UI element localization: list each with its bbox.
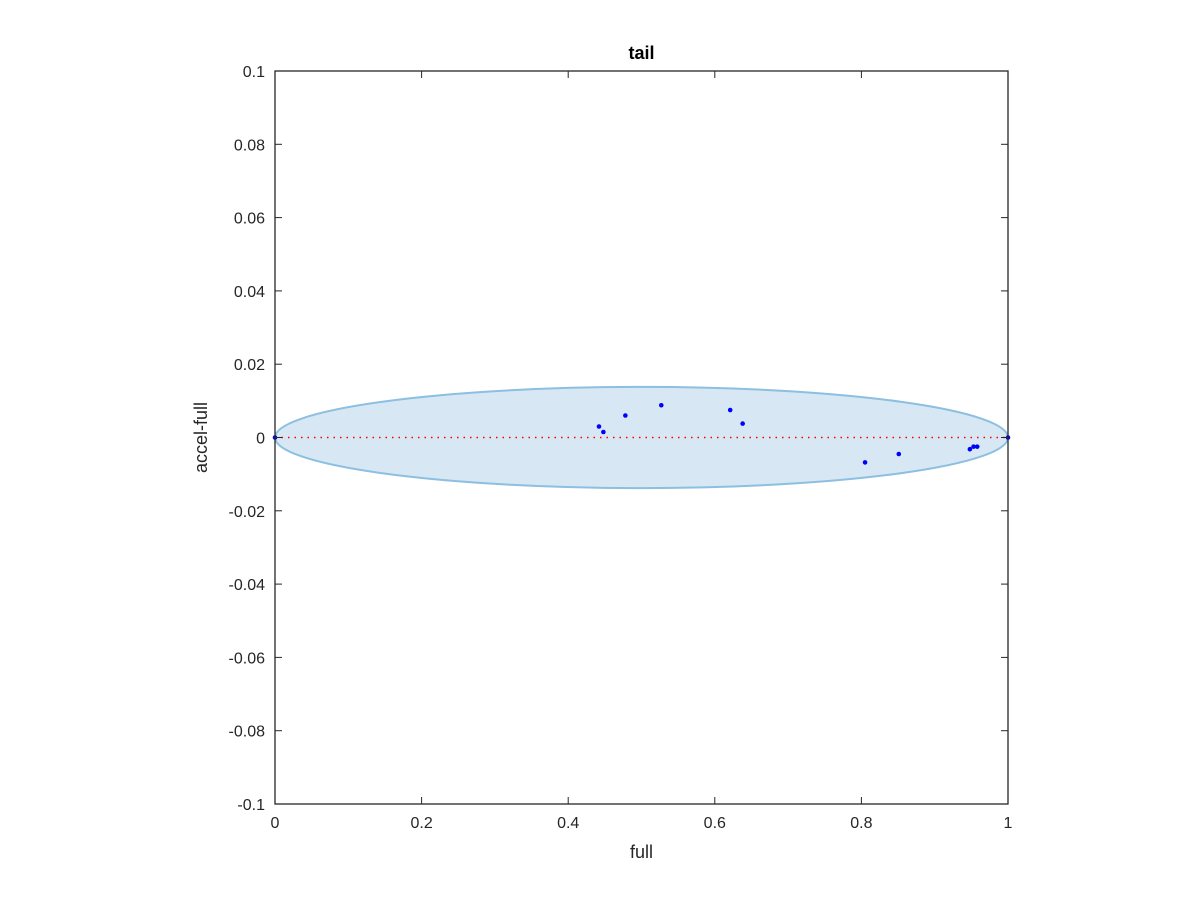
- y-tick-label: 0.02: [234, 357, 265, 374]
- data-point: [967, 446, 973, 452]
- y-tick-label: 0.06: [234, 211, 265, 228]
- chart-title: tail: [628, 43, 654, 63]
- y-tick-label: -0.04: [229, 577, 266, 594]
- data-point: [974, 444, 980, 449]
- x-tick-label: 0.4: [557, 815, 579, 832]
- y-tick-label: -0.06: [229, 650, 266, 667]
- y-axis-ticks: 0.1 0.08 0.06 0.04 0.02 0 -0.02 -0.04 -0.06 -0.08…: [229, 64, 1008, 814]
- y-tick-label: 0.04: [234, 284, 265, 301]
- x-axis-ticks: 0 0.2 0.4 0.6 0.8 1: [271, 71, 1013, 832]
- x-tick-label: 1: [1004, 815, 1013, 832]
- y-tick-label: -0.1: [237, 797, 265, 814]
- data-point: [596, 424, 602, 429]
- y-tick-label: 0.1: [243, 64, 265, 81]
- data-point: [862, 460, 868, 465]
- x-tick-label: 0.8: [850, 815, 872, 832]
- x-tick-label: 0: [271, 815, 280, 832]
- data-point: [658, 402, 664, 408]
- x-tick-label: 0.6: [704, 815, 726, 832]
- data-point: [623, 413, 628, 418]
- data-point: [971, 444, 976, 449]
- data-point: [727, 407, 733, 413]
- confidence-ellipse: [274, 385, 1009, 490]
- x-tick-label: 0.2: [410, 815, 432, 832]
- y-tick-label: 0: [256, 431, 265, 448]
- x-axis-label: full: [630, 842, 653, 862]
- confidence-ellipse-layer: [274, 385, 1009, 490]
- data-point: [601, 429, 606, 435]
- y-axis-label: accel-full: [191, 402, 211, 473]
- y-tick-label: -0.02: [229, 504, 266, 521]
- data-point: [896, 451, 902, 457]
- data-point: [740, 421, 745, 426]
- data-points-layer: [272, 402, 1011, 465]
- y-tick-label: 0.08: [234, 137, 265, 154]
- y-tick-label: -0.08: [229, 724, 266, 741]
